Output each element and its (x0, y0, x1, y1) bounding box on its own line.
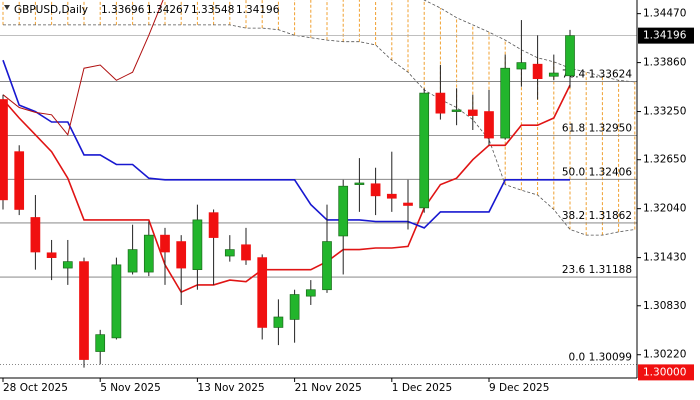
candle-body (435, 92, 446, 114)
y-tick-label: 1.30830 (643, 300, 686, 312)
header-high: 1.34267 (146, 4, 189, 16)
candle-body (565, 35, 575, 77)
candle-body (241, 244, 251, 261)
candle-body (95, 334, 106, 352)
x-tick-label: 1 Dec 2025 (392, 382, 452, 394)
x-tick-label: 9 Dec 2025 (489, 382, 549, 394)
candle-body (30, 217, 41, 253)
candle-body (484, 111, 494, 139)
candle-body (257, 257, 268, 328)
y-tick-label: 1.32650 (643, 154, 686, 166)
candle-body (386, 193, 397, 199)
candle-body (176, 241, 187, 269)
y-tick-label: 1.32040 (643, 203, 686, 215)
header-open: 1.33696 (101, 4, 145, 16)
current-price-label: 1.34196 (643, 30, 687, 42)
y-tick-label: 1.34470 (643, 8, 686, 20)
candle-body (0, 99, 8, 201)
indicator-line (2, 59, 570, 229)
indicator-line (2, 84, 571, 294)
indicator-line (2, 0, 164, 136)
candle-body (403, 202, 413, 206)
candle-body (354, 182, 365, 185)
current-price-tag (638, 27, 694, 44)
y-tick-label: 1.30220 (643, 349, 686, 361)
fib-label: 61.8 1.32950 (562, 123, 632, 135)
x-tick-label: 21 Nov 2025 (295, 382, 362, 394)
candle-body (160, 234, 170, 253)
candle-body (532, 63, 543, 79)
fib-label: 0.0 1.30099 (569, 351, 632, 363)
candle-body (14, 151, 25, 210)
fib-label: 38.2 1.31862 (562, 210, 632, 222)
y-tick-label: 1.33250 (643, 106, 686, 118)
candle-body (289, 294, 300, 320)
alert-label: 1.30000 (643, 366, 686, 378)
x-tick-label: 28 Oct 2025 (3, 382, 68, 394)
header-low: 1.33548 (191, 4, 234, 16)
candle-body (273, 316, 284, 328)
candle-body (79, 261, 89, 360)
candle-body (305, 289, 316, 297)
y-tick-label: 1.33860 (643, 57, 686, 69)
candle-body (419, 92, 430, 209)
fib-label: 50.0 1.32406 (562, 166, 632, 178)
symbol-icon (4, 5, 10, 10)
alert-tag (638, 364, 694, 381)
candle-body (208, 212, 219, 238)
x-tick-label: 13 Nov 2025 (197, 382, 264, 394)
chart-title: GBPUSD,Daily (14, 4, 88, 16)
candle-body (127, 249, 138, 273)
fib-label: 76.4 1.33624 (562, 69, 632, 81)
candle-body (322, 241, 332, 291)
candle-body (467, 109, 478, 116)
candle-body (143, 234, 154, 273)
candle-body (192, 219, 203, 271)
fib-label: 23.6 1.31188 (562, 264, 632, 276)
header-close: 1.34196 (236, 4, 280, 16)
x-tick-label: 5 Nov 2025 (100, 382, 161, 394)
candle-body (516, 62, 527, 70)
candle-body (111, 264, 122, 339)
candle-body (338, 185, 349, 237)
candle-body (224, 249, 235, 257)
plot-area: 76.4 1.33624 61.8 1.32950 50.0 1.32406 38.2… (0, 0, 637, 368)
candle-body (500, 67, 511, 139)
candle-body (62, 261, 73, 269)
candle-body (548, 72, 559, 77)
candle-body (451, 109, 462, 112)
candle-body (46, 252, 57, 258)
y-tick-label: 1.31430 (643, 252, 686, 264)
cloud-span (3, 24, 635, 236)
candle-body (370, 183, 381, 197)
